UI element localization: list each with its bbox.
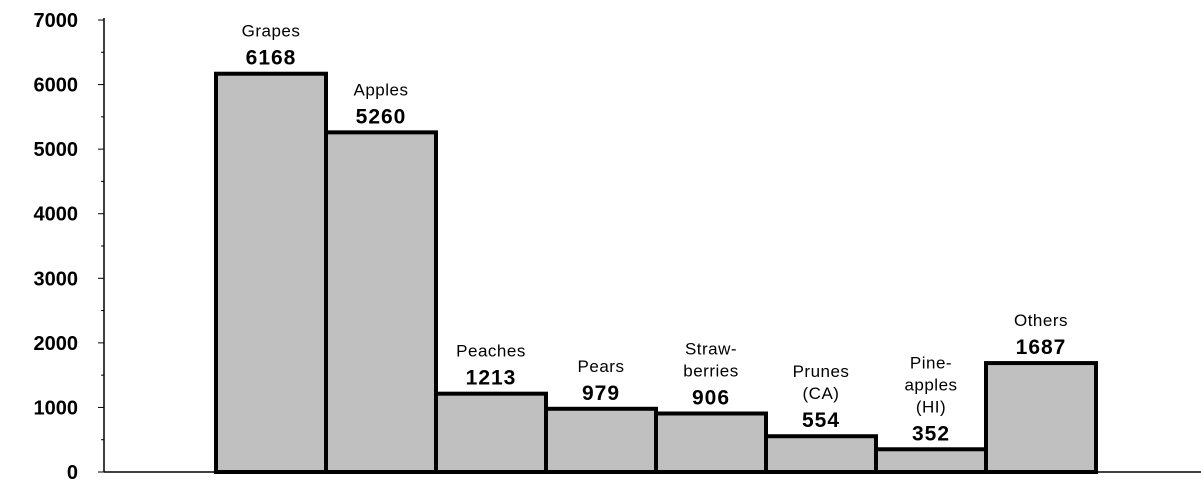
bar-category-label: Grapes [242, 22, 301, 41]
bar [984, 361, 1098, 474]
bar-category-label: Apples [354, 80, 409, 99]
bar [764, 434, 878, 474]
bar-category-label: Pears [578, 357, 625, 376]
bar-category-label: (CA) [803, 384, 840, 403]
bar [874, 447, 988, 474]
bar-category-label: apples [904, 375, 957, 394]
bar-value-label: 979 [582, 382, 620, 405]
y-tick-label: 2000 [34, 333, 79, 355]
bar-category-label: Others [1014, 311, 1068, 330]
bar [544, 406, 658, 475]
y-tick-label: 0 [67, 462, 78, 483]
bar-value-label: 352 [912, 422, 950, 445]
bars [214, 71, 1098, 475]
bar-category-label: berries [683, 361, 738, 380]
bar [324, 130, 438, 474]
bar-category-label: Straw- [685, 339, 737, 358]
bar-value-label: 5260 [356, 105, 407, 128]
bar-value-label: 1213 [466, 367, 517, 390]
bar-category-label: Pine- [910, 353, 952, 372]
y-tick-label: 6000 [34, 75, 79, 97]
y-tick-label: 3000 [34, 268, 79, 290]
bar-value-label: 1687 [1016, 336, 1067, 359]
bar-category-label: Prunes [793, 362, 850, 381]
bar-labels: 6168 Grapes 5260 Apples 1213 Peaches 979 Pears 9… [242, 22, 1068, 446]
bar-value-label: 906 [692, 386, 730, 409]
y-tick-label: 7000 [34, 10, 79, 32]
bar [654, 411, 768, 475]
y-tick-label: 5000 [34, 139, 79, 161]
y-tick-label: 1000 [34, 397, 79, 419]
bar [434, 391, 548, 475]
bar-category-label: Peaches [456, 342, 526, 361]
bar-value-label: 554 [802, 409, 840, 432]
bar [214, 71, 328, 475]
bar-value-label: 6168 [246, 47, 297, 70]
y-tick-label: 4000 [34, 204, 79, 226]
bar-category-label: (HI) [916, 397, 946, 416]
